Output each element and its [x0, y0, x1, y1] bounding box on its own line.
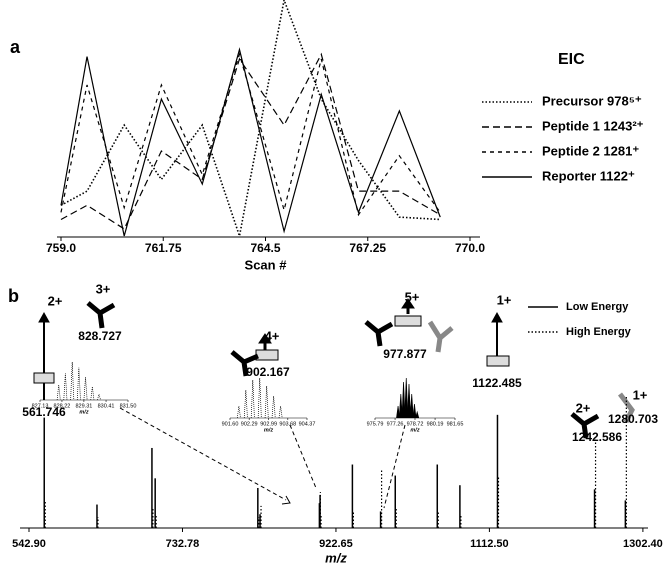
inset-peak [83, 377, 88, 401]
peak-label: 828.727 [78, 329, 122, 343]
inset-tick-label: 831.50 [120, 403, 137, 409]
legend-label: Precursor 978⁵⁺ [542, 93, 642, 108]
inset-tick-label: 904.37 [299, 421, 316, 427]
legend-label: Low Energy [566, 301, 629, 313]
inset-tick-label: 903.68 [279, 421, 296, 427]
x-axis-label: m/z [325, 550, 347, 564]
inset-tick-label: 828.22 [54, 403, 71, 409]
panel-label: b [8, 286, 19, 306]
inset-axis-label: m/z [264, 427, 273, 433]
charge-label: 3+ [96, 281, 111, 296]
x-tick-label: 922.65 [319, 538, 353, 550]
inset-peak [243, 389, 248, 419]
inset-tick-label: 830.41 [98, 403, 115, 409]
inset-axis-label: m/z [410, 427, 419, 433]
charge-label: 2+ [576, 400, 591, 415]
inset-peak [404, 377, 409, 419]
inset-tick-label: 980.19 [427, 421, 444, 427]
peak-label: 561.746 [22, 405, 66, 419]
inset-tick-label: 901.60 [222, 421, 239, 427]
inset-peak [97, 393, 101, 401]
inset-peak [401, 381, 406, 419]
icons [33, 298, 635, 509]
inset-tick-label: 977.26 [387, 421, 404, 427]
peak-label: 1242.586 [572, 430, 622, 444]
charge-label: 1+ [497, 292, 512, 307]
peak-label: 1122.485 [472, 376, 522, 390]
inset-peak [407, 383, 411, 419]
line [60, 47, 441, 237]
inset-tick-label: 827.13 [32, 403, 49, 409]
legend-label: Peptide 1 1243²⁺ [542, 118, 644, 133]
x-tick-label: 542.90 [12, 538, 46, 550]
inset-peak [278, 405, 283, 419]
peak-label: 977.877 [383, 347, 427, 361]
inset-peak [264, 385, 269, 419]
x-tick-label: 761.75 [145, 241, 182, 255]
peak-label: 902.167 [246, 365, 290, 379]
inset-tick-label: 978.72 [407, 421, 424, 427]
x-tick-label: 764.5 [250, 241, 280, 255]
inset-axis-label: m/z [79, 409, 88, 415]
inset-peak [271, 395, 276, 419]
inset-peak [236, 405, 241, 419]
line [60, 52, 441, 230]
line [60, 52, 441, 217]
x-tick-label: 1302.40 [623, 538, 663, 550]
inset-tick-label: 902.99 [260, 421, 277, 427]
inset-tick-label: 829.31 [75, 403, 92, 409]
legend-label: Reporter 1122⁺ [542, 168, 635, 183]
inset-tick-label: 981.65 [447, 421, 464, 427]
inset-peak [412, 403, 417, 419]
charge-label: 2+ [48, 293, 63, 308]
inset-peak [257, 377, 262, 419]
inset-tick-label: 975.79 [367, 421, 384, 427]
inset-peak [76, 367, 81, 401]
panel-label: a [10, 37, 21, 57]
inset-tick-label: 902.29 [241, 421, 258, 427]
legend-title: EIC [558, 51, 585, 68]
x-tick-label: 767.25 [349, 241, 386, 255]
x-tick-label: 1112.50 [470, 538, 509, 550]
peak-label: 1280.703 [608, 412, 658, 426]
x-tick-label: 759.0 [46, 241, 76, 255]
charge-label: 1+ [633, 387, 648, 402]
inset-peak [409, 393, 414, 419]
x-tick-label: 770.0 [455, 241, 485, 255]
charge-label: 5+ [405, 289, 420, 304]
inset-peak [56, 384, 61, 401]
inset-peak [63, 373, 68, 401]
legend-label: High Energy [566, 326, 632, 338]
inset-peak [398, 393, 403, 419]
charge-label: 4+ [265, 328, 280, 343]
x-tick-label: 732.78 [166, 538, 200, 550]
legend-label: Peptide 2 1281⁺ [542, 143, 639, 158]
inset-peak [250, 379, 255, 419]
x-axis-label: Scan # [245, 257, 288, 272]
inset-peak [70, 361, 75, 401]
inset-peak [90, 386, 95, 401]
line [60, 0, 441, 240]
inset-peak [415, 410, 420, 419]
